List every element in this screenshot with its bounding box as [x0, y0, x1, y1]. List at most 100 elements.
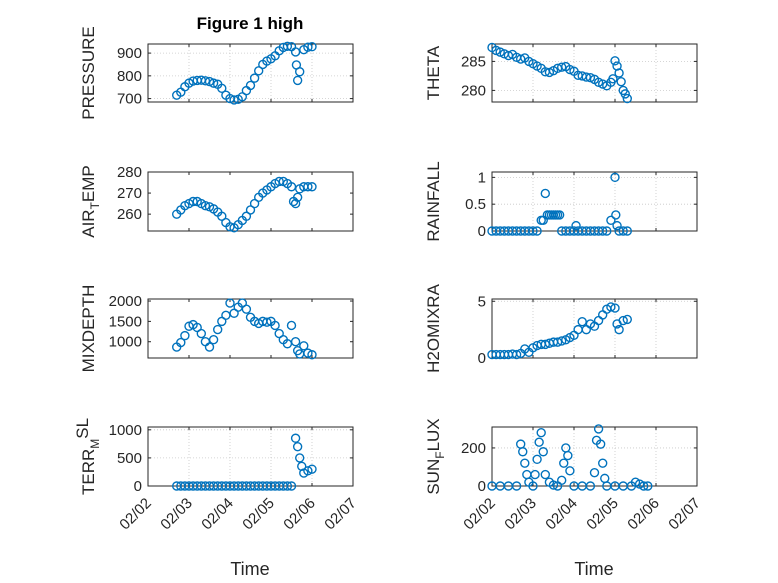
- data-point: [290, 198, 301, 209]
- data-point: [643, 481, 653, 491]
- data-point: [290, 337, 301, 347]
- x-axis-label-right: Time: [574, 559, 613, 579]
- axes-box: [147, 171, 354, 232]
- data-point: [528, 481, 538, 491]
- data-point: [614, 324, 624, 335]
- data-point: [516, 54, 526, 64]
- data-point: [292, 441, 303, 452]
- data-point: [557, 62, 567, 72]
- plot-area: [492, 44, 697, 102]
- subplot-pressure: 700 800 900 PRESSURE: [79, 26, 354, 120]
- data-point: [180, 330, 190, 341]
- data-point: [299, 341, 309, 351]
- data-point: [608, 74, 618, 84]
- data-point: [254, 66, 264, 76]
- data-point: [622, 226, 632, 236]
- data-point: [225, 298, 235, 308]
- data-point: [554, 210, 565, 220]
- data-point: [532, 226, 542, 236]
- subplot-h2omixra: 0 5 H2OMIXRA: [424, 283, 698, 373]
- data-point: [200, 201, 211, 211]
- y-tick-label: 280: [461, 82, 486, 99]
- data-point: [616, 76, 626, 87]
- x-tick-label: 02/05: [583, 495, 622, 534]
- y-tick-label: 0: [134, 478, 142, 495]
- data-point: [598, 226, 608, 236]
- data-point: [614, 68, 624, 78]
- data-point: [307, 464, 317, 474]
- data-point: [249, 73, 260, 83]
- y-axis-label: PRESSURE: [79, 26, 98, 120]
- y-tick-label: 5: [478, 293, 486, 310]
- x-tick-label: 02/06: [280, 495, 319, 534]
- data-point: [577, 316, 587, 327]
- data-point: [639, 481, 649, 491]
- data-point: [548, 480, 559, 490]
- y-tick-label: 1: [478, 169, 486, 186]
- axes-box: [491, 43, 698, 103]
- data-point: [528, 226, 538, 236]
- data-point: [212, 324, 223, 335]
- data-point: [511, 349, 522, 360]
- data-point: [620, 89, 630, 99]
- subplot-sun-flux: 0 200 SUNFLUX 02/02 02/03 02/04 02/05 02/06 02/0…: [424, 418, 704, 533]
- data-point: [557, 336, 567, 346]
- data-point: [292, 192, 303, 202]
- plot-area: [148, 427, 353, 486]
- y-tick-label: 0: [478, 223, 486, 240]
- subplot-theta: 280 285 THETA: [424, 42, 698, 104]
- data-point: [307, 350, 317, 360]
- data-point: [534, 437, 544, 447]
- y-axis-label: TERRMSL: [73, 418, 102, 495]
- y-tick-label: 280: [117, 164, 142, 181]
- data-point: [270, 320, 280, 331]
- data-point: [196, 328, 207, 339]
- x-tick-label: 02/03: [501, 495, 540, 534]
- data-point: [290, 47, 301, 57]
- axes-box: [491, 298, 698, 359]
- data-point: [245, 80, 256, 91]
- data-point: [307, 182, 317, 192]
- data-point: [559, 458, 569, 468]
- data-point: [217, 83, 227, 94]
- data-point: [295, 453, 305, 463]
- y-tick-label: 700: [117, 91, 142, 108]
- data-point: [606, 302, 616, 312]
- data-point: [589, 467, 600, 478]
- subplot-mixdepth: 1000 1500 2000 MIXDEPTH: [79, 285, 354, 372]
- y-axis-label: SUNFLUX: [424, 418, 447, 494]
- data-point: [552, 337, 563, 347]
- subplots: 700 800 900 PRESSURE 280 285 THETA 260 270 280 AIR…: [73, 26, 704, 533]
- data-point: [204, 342, 215, 352]
- x-tick-label: 02/07: [665, 495, 704, 534]
- data-point: [200, 76, 211, 86]
- data-point: [520, 458, 530, 468]
- y-tick-label: 0: [478, 478, 486, 495]
- data-point: [610, 303, 620, 313]
- y-tick-label: 260: [117, 206, 142, 223]
- x-axis-label-left: Time: [230, 559, 269, 579]
- data-point: [536, 428, 546, 438]
- x-tick-label: 02/07: [321, 495, 360, 534]
- data-point: [593, 424, 604, 434]
- x-tick-label: 02/05: [239, 495, 278, 534]
- data-point: [262, 317, 272, 327]
- subplot-air-temp: 260 270 280 AIRTEMP: [79, 164, 354, 238]
- figure-title: Figure 1 high: [197, 14, 304, 33]
- x-tick-label: 02/03: [157, 495, 196, 534]
- data-point: [217, 211, 227, 221]
- plot-area: [492, 299, 697, 358]
- x-tick-label: 02/06: [624, 495, 663, 534]
- y-tick-label: 900: [117, 45, 142, 62]
- data-point: [540, 188, 550, 199]
- y-tick-label: 0.5: [465, 196, 486, 213]
- data-point: [538, 447, 548, 457]
- data-point: [282, 41, 293, 51]
- y-tick-label: 500: [117, 450, 142, 467]
- data-point: [532, 454, 542, 465]
- data-point: [540, 339, 550, 350]
- data-point: [303, 466, 313, 476]
- data-point: [530, 469, 540, 480]
- data-point: [208, 78, 219, 88]
